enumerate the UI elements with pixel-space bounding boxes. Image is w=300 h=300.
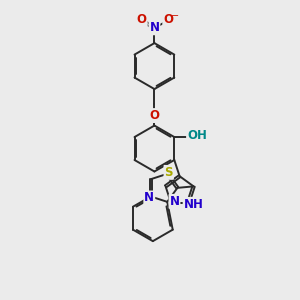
Text: O: O [163,14,173,26]
Text: NH: NH [184,198,203,211]
Text: S: S [164,166,173,179]
Text: O: O [137,14,147,26]
Text: −: − [171,11,179,21]
Text: O: O [149,109,159,122]
Text: N: N [144,191,154,205]
Text: OH: OH [187,129,207,142]
Text: N: N [149,21,159,34]
Text: N: N [169,195,179,208]
